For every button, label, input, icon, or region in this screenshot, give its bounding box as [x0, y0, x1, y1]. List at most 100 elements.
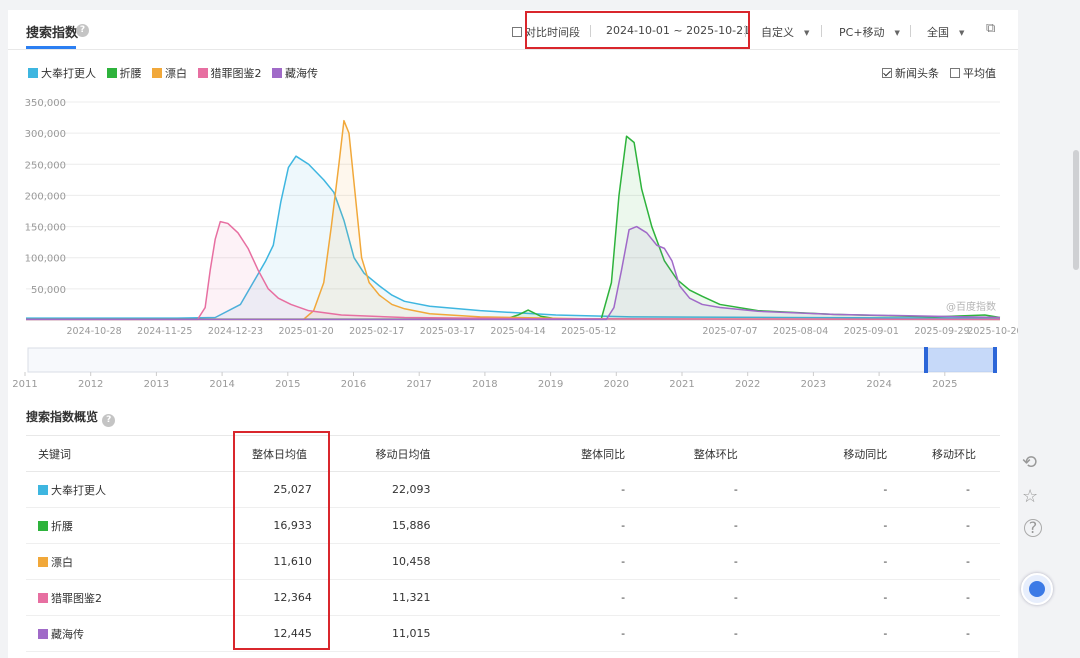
legend-label: 大奉打更人: [41, 67, 96, 80]
region-dropdown[interactable]: 全国 ▼: [927, 24, 964, 40]
legend-label: 藏海传: [285, 67, 318, 80]
legend-swatch: [152, 68, 162, 78]
keyword-cell: 漂白: [26, 543, 242, 580]
timeline-year-label: 2021: [669, 379, 694, 390]
compare-period-toggle[interactable]: 对比时间段: [512, 24, 580, 40]
custom-label: 自定义: [761, 26, 794, 39]
yoy-cell: -: [430, 615, 626, 652]
mom-cell: -: [625, 471, 738, 508]
mom-cell: -: [625, 615, 738, 652]
timeline-year-label: 2023: [801, 379, 826, 390]
timeline-handle-left[interactable]: [924, 347, 928, 373]
series-line: [26, 135, 1001, 320]
column-header: 移动日均值: [317, 435, 431, 472]
chart-legend: 大奉打更人 折腰 漂白 猎罪图鉴2 藏海传: [28, 65, 325, 81]
legend-item[interactable]: 大奉打更人: [28, 65, 96, 81]
legend-item[interactable]: 猎罪图鉴2: [197, 65, 262, 81]
divider: [590, 25, 591, 37]
timeline-selection[interactable]: [926, 348, 996, 372]
mobile-cell: 15,886: [317, 507, 431, 544]
series-line: [26, 220, 1001, 321]
series-line: [26, 155, 1001, 319]
table-body: 大奉打更人 25,027 22,093- - - - 折腰 16,933 15,886- - - - 漂…: [26, 471, 1000, 652]
scrollbar-thumb[interactable]: [1073, 150, 1079, 270]
keyword-cell: 猎罪图鉴2: [26, 579, 242, 616]
timeline-year-label: 2017: [406, 379, 431, 390]
share-icon[interactable]: ⟲: [1022, 452, 1038, 473]
x-tick-label: 2025-01-20: [278, 326, 333, 337]
timeline-year-label: 2016: [341, 379, 366, 390]
overview-title: 搜索指数概览 ?: [26, 408, 116, 427]
table-row[interactable]: 漂白 11,610 10,458- - - -: [26, 543, 1000, 580]
overall-cell: 12,445: [241, 615, 318, 652]
y-tick-label: 150,000: [25, 223, 66, 234]
x-tick-label: 2024-11-25: [137, 326, 192, 337]
device-label: PC+移动: [839, 26, 885, 39]
column-header: 整体日均值: [241, 435, 318, 472]
checkbox-icon[interactable]: [512, 27, 522, 37]
table-row[interactable]: 大奉打更人 25,027 22,093- - - -: [26, 471, 1000, 508]
mobile-cell: 11,015: [317, 615, 431, 652]
keyword-cell: 大奉打更人: [26, 471, 242, 508]
m_yoy-cell: -: [737, 615, 888, 652]
m_mom-cell: -: [887, 615, 1000, 652]
help-icon[interactable]: ?: [76, 24, 89, 37]
y-tick-label: 350,000: [25, 98, 66, 109]
checkbox-icon[interactable]: [882, 68, 892, 78]
news-headline-toggle[interactable]: 新闻头条: [882, 65, 939, 81]
checkbox-icon[interactable]: [950, 68, 960, 78]
y-tick-label: 100,000: [25, 254, 66, 265]
legend-item[interactable]: 漂白: [152, 65, 187, 81]
legend-swatch: [106, 68, 117, 78]
timeline-year-label: 2025: [932, 379, 957, 390]
timeline-year-label: 2014: [209, 379, 234, 390]
table-row[interactable]: 猎罪图鉴2 12,364 11,321- - - -: [26, 579, 1000, 616]
yoy-cell: -: [430, 543, 626, 580]
table-row[interactable]: 折腰 16,933 15,886- - - -: [26, 507, 1000, 544]
keyword-swatch: [38, 628, 48, 639]
legend-label: 猎罪图鉴2: [210, 67, 262, 80]
y-tick-label: 250,000: [25, 160, 66, 171]
legend-item[interactable]: 藏海传: [272, 65, 318, 81]
table-row[interactable]: 藏海传 12,445 11,015- - - -: [26, 615, 1000, 652]
column-header: 关键词: [26, 435, 242, 472]
export-icon[interactable]: ⧉: [986, 21, 996, 36]
average-toggle[interactable]: 平均值: [950, 65, 996, 81]
x-tick-label: 2025-03-17: [420, 326, 475, 337]
header-bar: 搜索指数 ? 对比时间段 2024-10-01 ~ 2025-10-21 自定义…: [8, 10, 1018, 50]
divider: [910, 25, 911, 37]
keyword-label: 猎罪图鉴2: [51, 591, 102, 605]
y-tick-label: 300,000: [25, 129, 66, 140]
device-dropdown[interactable]: PC+移动 ▼: [839, 24, 900, 40]
timeline-handle-right[interactable]: [993, 347, 997, 373]
legend-item[interactable]: 折腰: [106, 65, 142, 81]
overall-cell: 11,610: [241, 543, 318, 580]
chevron-down-icon: ▼: [894, 29, 900, 37]
region-label: 全国: [927, 26, 949, 39]
help-icon[interactable]: ?: [1024, 519, 1042, 537]
column-header: 整体环比: [625, 435, 738, 472]
x-tick-label: 2025-08-04: [773, 326, 828, 337]
assistant-icon[interactable]: [1021, 573, 1053, 605]
date-range-picker[interactable]: 2024-10-01 ~ 2025-10-21: [606, 24, 751, 37]
chevron-down-icon: ▼: [804, 29, 810, 37]
legend-swatch: [197, 68, 208, 78]
yoy-cell: -: [430, 507, 626, 544]
watermark: @百度指数: [946, 300, 996, 313]
overview-table: 关键词 整体日均值 移动日均值 整体同比 整体环比 移动同比 移动环比 大奉打更…: [26, 435, 1000, 652]
x-tick-label: 2025-09-29: [914, 326, 969, 337]
highlight-box: [525, 11, 750, 49]
help-icon[interactable]: ?: [102, 414, 116, 427]
m_mom-cell: -: [887, 579, 1000, 616]
column-header: 移动同比: [737, 435, 888, 472]
legend-swatch: [272, 68, 282, 78]
news-label: 新闻头条: [895, 67, 939, 80]
overall-cell: 25,027: [241, 471, 318, 508]
scrollbar-track[interactable]: [1072, 0, 1080, 658]
mobile-cell: 11,321: [317, 579, 431, 616]
star-icon[interactable]: ☆: [1022, 486, 1039, 507]
legend-swatch: [28, 68, 38, 78]
custom-dropdown[interactable]: 自定义 ▼: [761, 24, 809, 40]
series-area: [26, 221, 1000, 320]
search-index-chart[interactable]: 350,000 300,000 250,000 200,000 150,000 100,0…: [8, 88, 1018, 398]
